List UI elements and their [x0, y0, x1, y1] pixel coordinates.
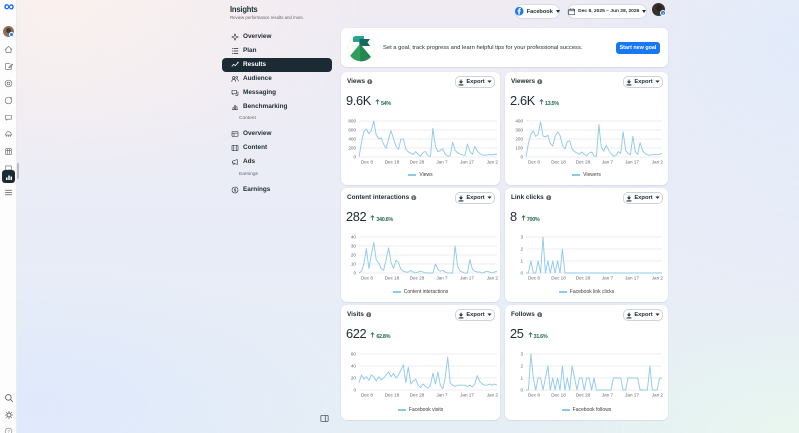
- svg-text:Dec 18: Dec 18: [385, 393, 400, 398]
- svg-text:Dec 28: Dec 28: [576, 276, 591, 281]
- svg-text:1: 1: [520, 259, 523, 264]
- svg-text:2: 2: [520, 247, 523, 252]
- svg-text:Dec 28: Dec 28: [410, 160, 425, 165]
- svg-text:20: 20: [351, 253, 357, 258]
- svg-text:Dec 8: Dec 8: [361, 160, 373, 165]
- svg-text:600: 600: [348, 128, 356, 133]
- svg-text:Dec 8: Dec 8: [528, 393, 540, 398]
- svg-text:20: 20: [351, 376, 357, 381]
- svg-text:Dec 28: Dec 28: [410, 276, 425, 281]
- svg-text:Jan 2: Jan 2: [652, 393, 664, 398]
- svg-text:0: 0: [520, 388, 523, 393]
- svg-text:300: 300: [515, 128, 523, 133]
- svg-text:Dec 18: Dec 18: [385, 276, 400, 281]
- svg-text:Dec 8: Dec 8: [528, 160, 540, 165]
- svg-text:Jan 17: Jan 17: [625, 393, 639, 398]
- svg-text:200: 200: [348, 146, 356, 151]
- svg-text:Jan 7: Jan 7: [602, 160, 614, 165]
- svg-text:800: 800: [348, 119, 356, 124]
- svg-text:Dec 28: Dec 28: [576, 393, 591, 398]
- svg-text:3: 3: [520, 235, 523, 240]
- svg-text:Jan 2: Jan 2: [487, 160, 499, 165]
- svg-text:60: 60: [351, 352, 357, 357]
- svg-text:$: $: [234, 187, 237, 192]
- svg-text:0: 0: [353, 388, 356, 393]
- svg-text:Jan 7: Jan 7: [602, 393, 614, 398]
- svg-text:Dec 8: Dec 8: [361, 393, 373, 398]
- svg-text:10: 10: [351, 262, 357, 267]
- svg-text:Jan 7: Jan 7: [436, 393, 448, 398]
- svg-text:3: 3: [520, 352, 523, 357]
- svg-text:Dec 18: Dec 18: [551, 393, 566, 398]
- svg-text:Jan 17: Jan 17: [460, 393, 474, 398]
- svg-text:Jan 2: Jan 2: [487, 276, 499, 281]
- svg-text:Jan 17: Jan 17: [625, 160, 639, 165]
- svg-text:Jan 2: Jan 2: [652, 276, 664, 281]
- svg-text:1: 1: [520, 376, 523, 381]
- svg-text:40: 40: [351, 235, 357, 240]
- svg-text:2: 2: [520, 364, 523, 369]
- svg-text:Jan 17: Jan 17: [460, 160, 474, 165]
- svg-text:0: 0: [520, 155, 523, 160]
- svg-text:Dec 8: Dec 8: [528, 276, 540, 281]
- svg-text:Dec 28: Dec 28: [410, 393, 425, 398]
- svg-text:Dec 8: Dec 8: [361, 276, 373, 281]
- svg-text:Jan 17: Jan 17: [460, 276, 474, 281]
- svg-text:Dec 18: Dec 18: [551, 276, 566, 281]
- svg-text:Jan 2: Jan 2: [652, 160, 664, 165]
- svg-text:Jan 7: Jan 7: [436, 160, 448, 165]
- svg-text:40: 40: [351, 364, 357, 369]
- svg-text:Jan 2: Jan 2: [487, 393, 499, 398]
- svg-text:Jan 7: Jan 7: [436, 276, 448, 281]
- svg-text:?: ?: [7, 429, 10, 433]
- svg-text:Jan 17: Jan 17: [625, 276, 639, 281]
- svg-text:0: 0: [520, 271, 523, 276]
- svg-text:Dec 18: Dec 18: [551, 160, 566, 165]
- svg-text:Dec 18: Dec 18: [385, 160, 400, 165]
- svg-text:0: 0: [353, 155, 356, 160]
- svg-text:30: 30: [351, 244, 357, 249]
- svg-text:Jan 7: Jan 7: [602, 276, 614, 281]
- svg-text:400: 400: [348, 137, 356, 142]
- svg-text:0: 0: [353, 271, 356, 276]
- svg-text:100: 100: [515, 146, 523, 151]
- svg-text:Dec 28: Dec 28: [576, 160, 591, 165]
- svg-text:400: 400: [515, 119, 523, 124]
- svg-text:200: 200: [515, 137, 523, 142]
